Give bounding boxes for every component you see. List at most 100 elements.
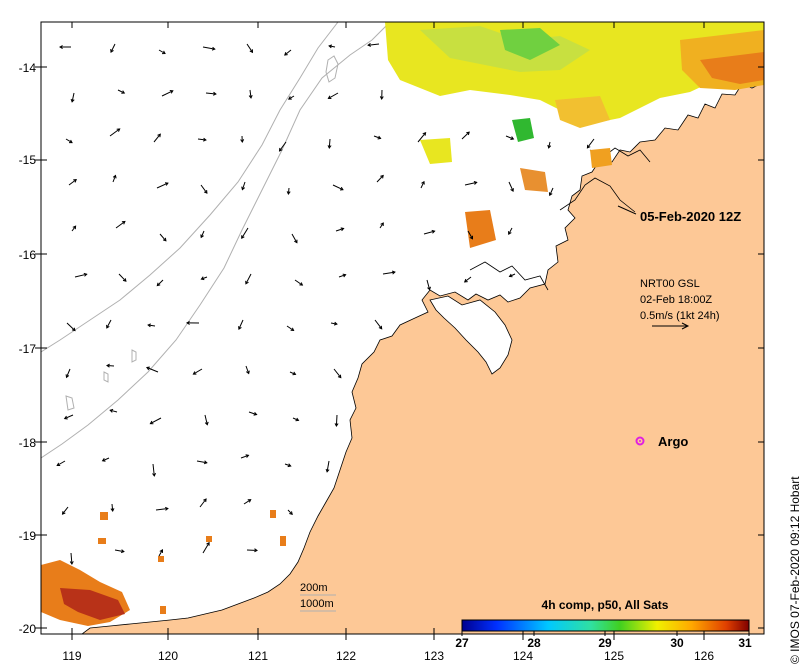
current-vector-head	[253, 411, 258, 416]
current-vector	[423, 230, 435, 235]
current-vector-head	[333, 321, 338, 326]
current-vector-head	[240, 139, 245, 143]
current-vector	[417, 132, 426, 143]
current-vector-head	[286, 191, 291, 195]
current-vector	[332, 184, 344, 191]
current-vector-head	[380, 222, 384, 227]
current-vector	[71, 225, 76, 232]
current-vector	[115, 221, 126, 229]
current-vector-head	[248, 94, 253, 99]
current-vector-head	[71, 327, 76, 332]
current-vector	[68, 179, 77, 186]
lon-tick-label: 121	[248, 649, 268, 663]
current-vector-head	[152, 472, 157, 477]
lat-tick-label: -16	[19, 248, 37, 262]
current-vector-head	[106, 324, 110, 329]
current-vector	[238, 319, 244, 330]
current-vector-head	[69, 561, 74, 565]
current-vector-head	[162, 237, 167, 242]
current-vector-head	[200, 276, 205, 281]
current-vector-head	[212, 91, 217, 96]
current-vector-head	[508, 231, 512, 236]
current-vector-head	[161, 50, 166, 55]
current-vector-head	[473, 181, 478, 185]
current-vector-head	[112, 174, 117, 179]
lon-tick-label: 120	[158, 649, 178, 663]
current-vector-head	[120, 549, 125, 554]
current-vector-head	[109, 408, 114, 413]
current-vector-head	[169, 90, 174, 94]
current-vector	[505, 135, 514, 140]
current-vector	[330, 322, 337, 325]
current-vector	[158, 549, 163, 557]
current-vector-head	[147, 323, 152, 328]
lat-tick-label: -15	[19, 153, 37, 167]
current-vector-head	[380, 174, 384, 179]
current-vector	[202, 46, 215, 50]
current-vector-head	[204, 421, 209, 426]
current-vector	[335, 228, 344, 232]
current-vector	[205, 92, 216, 95]
lat-tick-label: -14	[19, 61, 37, 75]
lon-tick-label: 125	[604, 649, 624, 663]
current-vector	[335, 414, 338, 427]
current-vector	[243, 499, 251, 505]
current-vector-head	[510, 136, 515, 140]
current-vector-head	[340, 227, 345, 232]
current-vector-head	[287, 463, 292, 468]
current-vector	[328, 138, 331, 149]
current-vector	[420, 181, 425, 189]
current-vector-head	[510, 188, 514, 192]
current-vector-head	[247, 499, 252, 503]
colorbar-tick-label: 28	[527, 636, 541, 650]
contour-islands	[65, 55, 339, 411]
current-vector	[426, 279, 431, 290]
current-vector	[204, 414, 208, 425]
current-vector	[248, 411, 257, 416]
current-scale: 0.5m/s (1kt 24h)	[640, 310, 719, 322]
current-vector	[461, 131, 470, 140]
argo-label: Argo	[658, 434, 688, 449]
current-vector-head	[287, 96, 292, 100]
current-vector-head	[342, 273, 347, 278]
current-vector	[193, 368, 203, 375]
current-vector	[200, 184, 208, 194]
current-vector-head	[121, 220, 126, 225]
current-vector-head	[110, 49, 114, 53]
current-vector-head	[164, 506, 169, 511]
current-vector	[161, 90, 174, 97]
current-vector-head	[73, 179, 77, 183]
current-vector-head	[156, 282, 161, 287]
current-vector-head	[290, 327, 295, 332]
colorbar-tick-label: 30	[670, 636, 684, 650]
lon-tick-label: 123	[424, 649, 444, 663]
contour-200m	[41, 22, 391, 459]
colorbar-tick-label: 27	[455, 636, 469, 650]
current-vector-head	[101, 458, 106, 462]
current-vector-head	[203, 460, 208, 465]
current-vector-head	[339, 186, 344, 191]
current-vector	[328, 92, 339, 99]
current-vector-head	[508, 273, 513, 278]
contour-1000m-label: 1000m	[300, 598, 334, 610]
current-vector	[379, 222, 384, 229]
current-vector	[109, 128, 120, 137]
current-vector	[241, 227, 249, 239]
current-vector-head	[463, 278, 468, 283]
contour-1000m	[41, 22, 339, 353]
lon-tick-label: 124	[513, 649, 533, 663]
current-vector	[508, 181, 514, 192]
current-vector-head	[203, 498, 207, 503]
current-vector-head	[186, 320, 190, 325]
current-vector-head	[63, 415, 68, 420]
current-vector-head	[116, 128, 121, 132]
current-vector-head	[325, 468, 330, 473]
current-vector	[202, 542, 210, 554]
credit-text: © IMOS 07-Feb-2020 09:12 Hobart	[788, 476, 802, 664]
current-vector	[146, 367, 159, 373]
current-vector	[287, 509, 293, 515]
current-vector	[65, 138, 73, 144]
lat-tick-label: -17	[19, 342, 37, 356]
current-vector-head	[328, 44, 333, 49]
timestamp-label: 05-Feb-2020 12Z	[640, 209, 741, 224]
